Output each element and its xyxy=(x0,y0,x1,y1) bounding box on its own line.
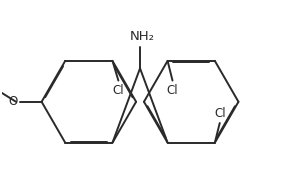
Text: NH₂: NH₂ xyxy=(130,30,154,43)
Text: O: O xyxy=(9,95,18,108)
Text: Cl: Cl xyxy=(214,107,225,120)
Text: Cl: Cl xyxy=(167,83,178,96)
Text: Cl: Cl xyxy=(112,83,124,96)
